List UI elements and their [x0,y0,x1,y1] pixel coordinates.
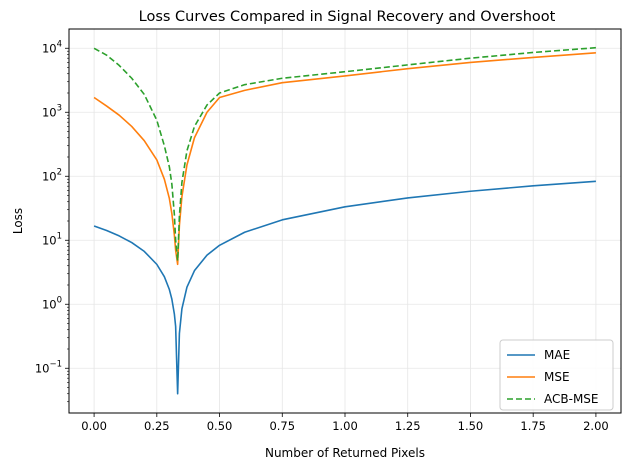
x-tick-label: 1.50 [458,419,484,433]
y-tick-label: 101 [42,231,62,247]
y-tick-exponent: 1 [57,231,62,241]
legend-label-mse: MSE [544,370,570,384]
x-axis-label: Number of Returned Pixels [265,446,425,460]
series-line-mae [93,180,596,395]
y-tick-base: 10 [35,361,50,375]
y-tick-base: 10 [42,233,57,247]
y-tick-exponent: 4 [57,39,62,49]
y-tick-base: 10 [42,105,57,119]
y-tick-base: 10 [42,169,57,183]
legend: MAE MSE ACB-MSE [499,339,614,411]
grid [69,29,621,413]
y-tick-exponent: 3 [57,103,62,113]
legend-label-acb-mse: ACB-MSE [544,392,599,406]
series-lines [93,46,596,395]
x-tick-label: 1.75 [520,419,546,433]
y-tick-exponent: 2 [57,167,62,177]
x-tick-label: 0.25 [144,419,170,433]
chart-title: Loss Curves Compared in Signal Recovery … [139,9,556,25]
legend-label-mae: MAE [544,348,570,362]
y-tick-label: 103 [42,103,62,119]
y-tick-label: 102 [42,167,62,183]
y-tick-base: 10 [42,41,57,55]
y-tick-label: 100 [42,295,62,311]
x-tick-label: 0.75 [269,419,295,433]
x-axis-ticks: 0.00 0.25 0.50 0.75 1.00 1.25 1.50 1.75 2.00 [81,413,609,433]
y-tick-base: 10 [42,297,57,311]
y-tick-exponent: −1 [49,359,62,369]
x-tick-label: 0.00 [81,419,107,433]
x-tick-label: 2.00 [583,419,609,433]
y-axis-label: Loss [11,208,25,234]
y-tick-exponent: 0 [57,295,62,305]
x-tick-label: 1.25 [395,419,421,433]
series-line-acb-mse [93,46,596,262]
y-tick-label: 10−1 [35,359,62,375]
legend-box [499,339,614,411]
y-tick-label: 104 [42,39,62,55]
x-tick-label: 0.50 [207,419,233,433]
x-tick-label: 1.00 [332,419,358,433]
